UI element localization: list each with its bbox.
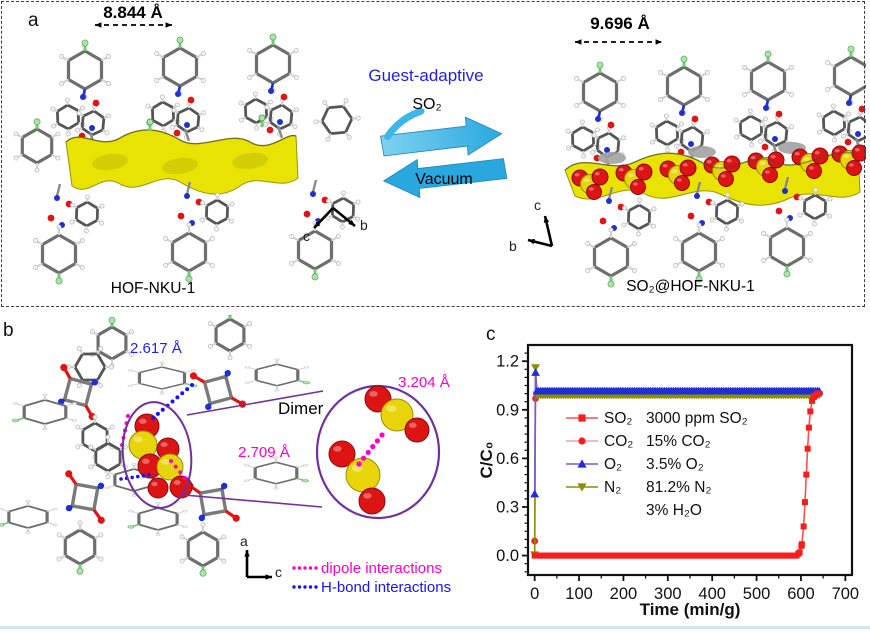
svg-text:0: 0: [530, 585, 539, 603]
svg-text:81.2% N₂: 81.2% N₂: [646, 479, 711, 496]
svg-text:0.9: 0.9: [496, 401, 519, 419]
svg-text:3000 ppm SO₂: 3000 ppm SO₂: [646, 410, 748, 427]
distance-label-right: 9.696 Å: [590, 14, 650, 33]
svg-text:3.5% O₂: 3.5% O₂: [646, 456, 704, 473]
dimer-distance-label: 3.204 Å: [398, 374, 450, 391]
svg-text:Time (min/g): Time (min/g): [640, 600, 741, 619]
bottom-divider-rule: [0, 626, 870, 629]
panel-b-structure-illustration: [0, 315, 441, 589]
svg-text:400: 400: [698, 585, 726, 603]
distance-label-left: 8.844 Å: [103, 3, 163, 22]
dipole-distance-label: 2.709 Å: [238, 444, 290, 461]
axis-letter-a-panelb: a: [240, 533, 248, 549]
svg-text:0.6: 0.6: [496, 450, 519, 468]
legend-hbond-label: H-bond interactions: [321, 579, 452, 596]
structure-name-right: SO₂@HOF-NKU-1: [626, 278, 755, 295]
svg-text:CO₂: CO₂: [604, 433, 633, 450]
svg-text:3% H₂O: 3% H₂O: [646, 502, 702, 519]
svg-text:100: 100: [565, 585, 593, 603]
svg-text:600: 600: [787, 585, 815, 603]
svg-text:0.3: 0.3: [496, 498, 519, 516]
svg-text:200: 200: [610, 585, 638, 603]
svg-text:N₂: N₂: [604, 479, 621, 496]
guest-adaptive-title: Guest-adaptive: [368, 66, 484, 85]
axis-letter-b-left: b: [360, 217, 368, 233]
so2-arrow-label: SO₂: [412, 96, 442, 113]
axis-letter-c-left: c: [303, 228, 310, 244]
axis-letter-b-right: b: [509, 238, 517, 254]
svg-text:SO₂: SO₂: [604, 410, 632, 427]
svg-text:500: 500: [743, 585, 771, 603]
panel-a-structures-illustration: [13, 22, 866, 288]
axis-letter-c-panelb: c: [275, 564, 282, 580]
axis-letter-c-right: c: [534, 197, 541, 213]
svg-text:300: 300: [654, 585, 682, 603]
panel-b-label: b: [3, 320, 14, 341]
panel-a-label: a: [28, 10, 39, 31]
vacuum-arrow-label: Vacuum: [415, 171, 473, 188]
panel-c-label: c: [486, 324, 496, 345]
svg-text:C/C₀: C/C₀: [480, 442, 496, 479]
svg-text:1.2: 1.2: [496, 353, 519, 371]
svg-text:15% CO₂: 15% CO₂: [646, 433, 711, 450]
hbond-distance-label: 2.617 Å: [130, 340, 182, 357]
svg-text:0.0: 0.0: [496, 547, 519, 565]
svg-text:700: 700: [832, 585, 860, 603]
dimer-label: Dimer: [278, 399, 324, 418]
structure-name-left: HOF-NKU-1: [110, 280, 196, 297]
legend-dipole-label: dipole interactions: [321, 560, 442, 577]
panel-a-dashed-border: [1, 1, 865, 307]
svg-text:O₂: O₂: [604, 456, 622, 473]
breakthrough-chart: 0 100 200 300 400 500 600 700 0.0 0.3 0.6 0.9 1.2 SO₂…: [480, 343, 860, 619]
